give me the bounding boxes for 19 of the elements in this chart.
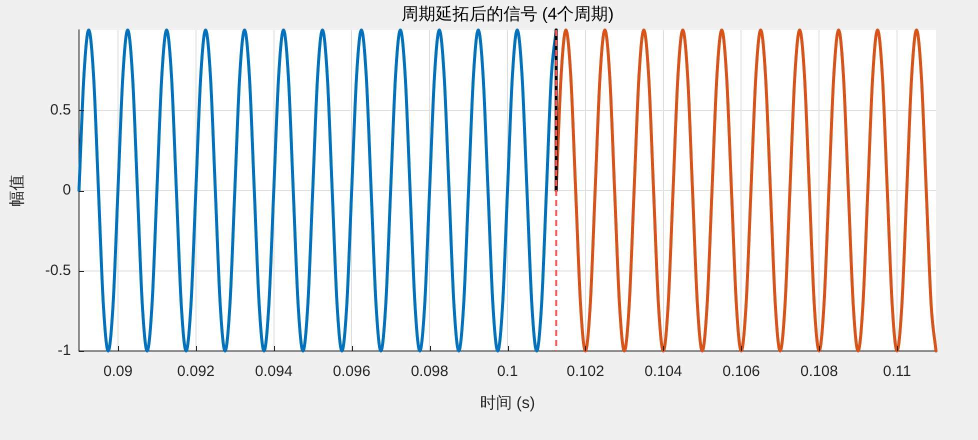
y-axis-title: 幅值: [9, 174, 26, 206]
y-tick-label: 0: [62, 182, 71, 199]
x-tick-label: 0.106: [722, 363, 760, 380]
y-tick-label: -1: [58, 342, 71, 360]
x-tick-label: 0.108: [800, 363, 838, 380]
x-tick-label: 0.1: [497, 363, 518, 380]
y-tick-label: -0.5: [45, 262, 71, 279]
x-axis-title: 时间 (s): [480, 394, 536, 412]
x-tick-label: 0.104: [644, 363, 682, 380]
line-series: [554, 28, 938, 352]
x-tick-label: 0.09: [103, 363, 133, 380]
y-tick-label: 0.5: [50, 101, 71, 118]
chart-title: 周期延拓后的信号 (4个周期): [401, 4, 614, 24]
x-tick-label: 0.098: [410, 363, 448, 380]
x-tick-label: 0.102: [566, 363, 604, 380]
x-tick-label: 0.11: [883, 363, 912, 380]
x-tick-label: 0.096: [332, 363, 370, 380]
x-tick-label: 0.094: [255, 363, 293, 380]
x-tick-label: 0.092: [177, 363, 215, 380]
